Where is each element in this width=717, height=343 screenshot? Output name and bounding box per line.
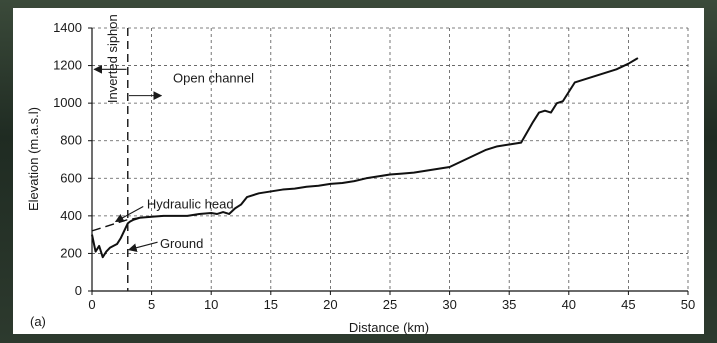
annotation-label: Hydraulic head — [147, 196, 234, 211]
y-tick-label: 800 — [60, 133, 82, 148]
y-tick-label: 0 — [75, 283, 82, 298]
x-axis-label: Distance (km) — [349, 320, 429, 335]
y-tick-label: 1000 — [53, 95, 82, 110]
x-tick-label: 25 — [383, 297, 397, 312]
y-tick-label: 400 — [60, 208, 82, 223]
annotation-arrow — [114, 205, 144, 223]
annotations: Inverted siphon Open channel Hydraulic hea… — [93, 14, 254, 252]
x-tick-label: 45 — [621, 297, 635, 312]
x-tick-label: 5 — [148, 297, 155, 312]
y-tick-label: 1400 — [53, 20, 82, 35]
x-tick-label: 50 — [681, 297, 695, 312]
x-tick-label: 40 — [562, 297, 576, 312]
ground-profile-line — [91, 57, 639, 259]
x-tick-label: 35 — [502, 297, 516, 312]
annotation-label: Inverted siphon — [105, 14, 120, 103]
y-tick-label: 200 — [60, 245, 82, 260]
annotation-label: Ground — [160, 236, 203, 251]
x-tick-label: 20 — [323, 297, 337, 312]
x-tick-label: 0 — [88, 297, 95, 312]
series-lines — [91, 28, 639, 291]
x-tick-label: 10 — [204, 297, 218, 312]
annotation-label: Open channel — [173, 70, 254, 85]
x-tick-label: 30 — [442, 297, 456, 312]
y-tick-label: 600 — [60, 170, 82, 185]
y-tick-label: 1200 — [53, 58, 82, 73]
annotation-arrow — [127, 241, 158, 252]
x-tick-label: 15 — [264, 297, 278, 312]
grid-lines — [92, 27, 689, 291]
axes — [88, 27, 689, 295]
tick-labels: 0 5 10 15 20 25 30 35 40 45 50 0 200 400 600 800 1000 120… — [53, 20, 695, 312]
y-axis-label: Elevation (m.a.s.l) — [26, 107, 41, 211]
panel-label: (a) — [30, 314, 46, 329]
hydraulic-head-line — [91, 215, 176, 232]
